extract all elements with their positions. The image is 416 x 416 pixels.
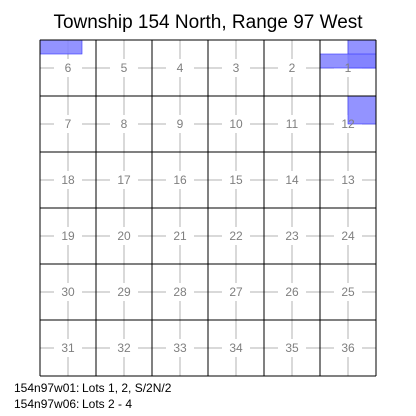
section-number-35: 35 — [285, 341, 299, 355]
section-number-3: 3 — [233, 61, 240, 75]
section-number-5: 5 — [121, 61, 128, 75]
section-number-16: 16 — [173, 173, 187, 187]
section-number-13: 13 — [341, 173, 355, 187]
section-number-34: 34 — [229, 341, 243, 355]
section-number-17: 17 — [117, 173, 131, 187]
section-number-9: 9 — [177, 117, 184, 131]
highlighted-parcels — [39, 39, 377, 125]
section-number-2: 2 — [289, 61, 296, 75]
section-number-4: 4 — [177, 61, 184, 75]
section-number-21: 21 — [173, 229, 187, 243]
section-number-27: 27 — [229, 285, 243, 299]
section-number-6: 6 — [65, 61, 72, 75]
quarter-lines — [40, 40, 376, 376]
section-number-20: 20 — [117, 229, 131, 243]
legend-key: 154n97w01: — [14, 381, 80, 395]
section-number-18: 18 — [61, 173, 75, 187]
section-number-33: 33 — [173, 341, 187, 355]
section-number-23: 23 — [285, 229, 299, 243]
legend-text: Lots 1, 2, S/2N/2 — [82, 381, 172, 395]
map-title: Township 154 North, Range 97 West — [53, 12, 363, 33]
section-number-19: 19 — [61, 229, 75, 243]
section-number-29: 29 — [117, 285, 131, 299]
section-number-22: 22 — [229, 229, 243, 243]
section-number-30: 30 — [61, 285, 75, 299]
section-number-11: 11 — [286, 117, 299, 131]
section-lines — [39, 39, 377, 377]
section-number-25: 25 — [341, 285, 355, 299]
legend-key: 154n97w06: — [14, 397, 80, 411]
section-number-14: 14 — [285, 173, 299, 187]
legend-row-06: 154n97w06: Lots 2 - 4 — [14, 396, 171, 412]
section-number-10: 10 — [229, 117, 243, 131]
section-number-31: 31 — [61, 341, 75, 355]
section-number-28: 28 — [173, 285, 187, 299]
section-number-8: 8 — [121, 117, 128, 131]
section-number-26: 26 — [285, 285, 299, 299]
legend-row-01: 154n97w01: Lots 1, 2, S/2N/2 — [14, 380, 171, 396]
section-number-24: 24 — [341, 229, 355, 243]
parcel-legend: 154n97w01: Lots 1, 2, S/2N/2 154n97w06: Lo… — [14, 380, 171, 412]
section-number-32: 32 — [117, 341, 131, 355]
section-number-1: 1 — [345, 61, 352, 75]
section-number-7: 7 — [65, 117, 72, 131]
highlight-section-6 — [39, 39, 83, 55]
legend-text: Lots 2 - 4 — [82, 397, 133, 411]
section-number-36: 36 — [341, 341, 355, 355]
section-number-15: 15 — [229, 173, 243, 187]
section-number-12: 12 — [341, 117, 355, 131]
